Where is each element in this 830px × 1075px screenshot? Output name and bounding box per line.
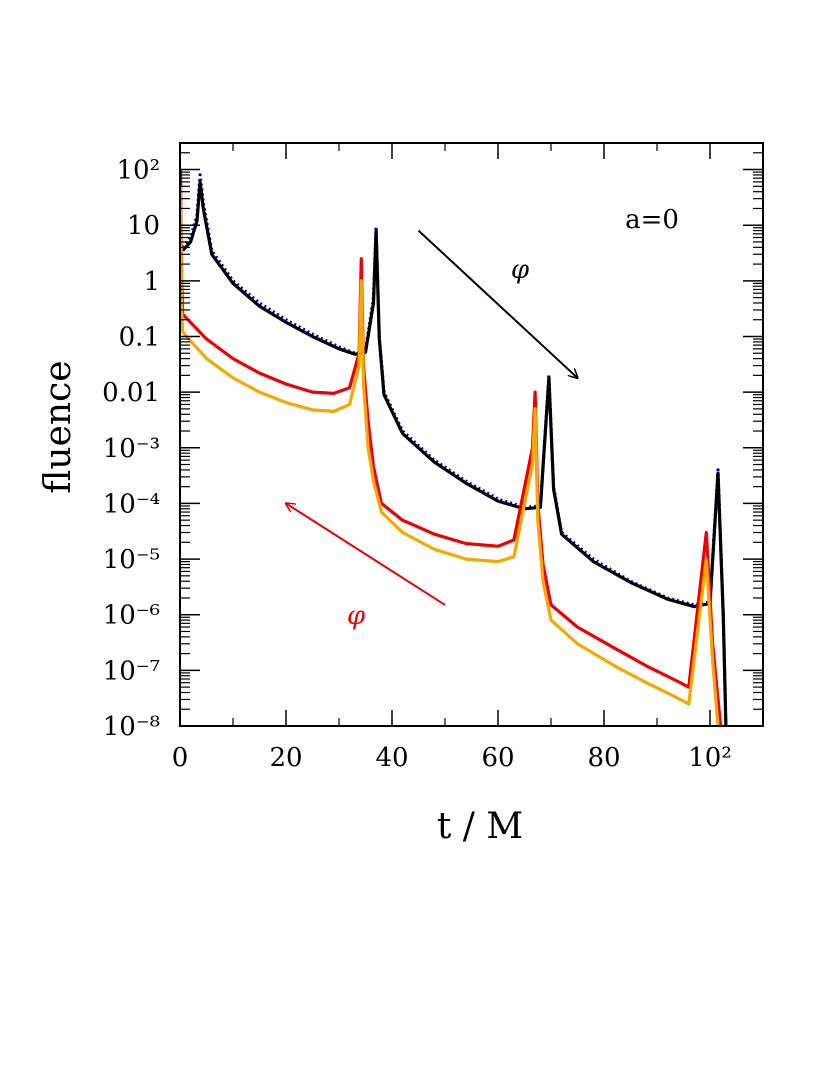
y-tick-label: 10⁻³ <box>103 434 160 464</box>
red-phi-label: φ <box>347 601 366 631</box>
y-tick-label: 0.01 <box>102 378 160 408</box>
annotation-layer: a=0 φ φ <box>286 205 679 631</box>
y-tick-label: 10⁻⁴ <box>103 489 160 519</box>
y-tick-label: 10⁻⁵ <box>103 545 160 575</box>
series-line-3 <box>180 186 720 726</box>
y-tick-label: 0.1 <box>119 322 160 352</box>
y-axis-title: fluence <box>38 360 79 493</box>
y-tick-label: 10⁻⁸ <box>103 712 160 742</box>
x-tick-label: 60 <box>481 743 514 773</box>
y-tick-label: 10⁻⁶ <box>103 601 160 631</box>
x-tick-label: 40 <box>375 743 408 773</box>
x-tick-labels: 0 20 40 60 80 10² <box>172 743 732 773</box>
x-axis-title: t / M <box>437 806 523 847</box>
y-tick-labels: 10⁻⁸ 10⁻⁷ 10⁻⁶ 10⁻⁵ 10⁻⁴ 10⁻³ 0.01 0.1 1 10 10² <box>102 156 160 742</box>
plot-frame <box>179 142 764 727</box>
y-tick-label: 1 <box>143 267 160 297</box>
x-tick-label: 20 <box>269 743 302 773</box>
x-tick-label: 80 <box>587 743 620 773</box>
series-line-2 <box>180 169 723 726</box>
annotation-spin-label: a=0 <box>625 205 679 235</box>
y-tick-label: 10 <box>127 211 160 241</box>
black-phi-label: φ <box>511 255 530 285</box>
y-tick-label: 10⁻⁷ <box>103 656 160 686</box>
series-line-0 <box>181 173 728 726</box>
series-layer <box>180 169 728 726</box>
black-phi-arrow <box>417 229 578 378</box>
red-phi-arrow <box>286 503 446 606</box>
y-tick-label: 10² <box>116 156 160 186</box>
x-tick-label: 10² <box>688 743 732 773</box>
series-line-1 <box>181 180 728 726</box>
x-tick-label: 0 <box>172 743 189 773</box>
